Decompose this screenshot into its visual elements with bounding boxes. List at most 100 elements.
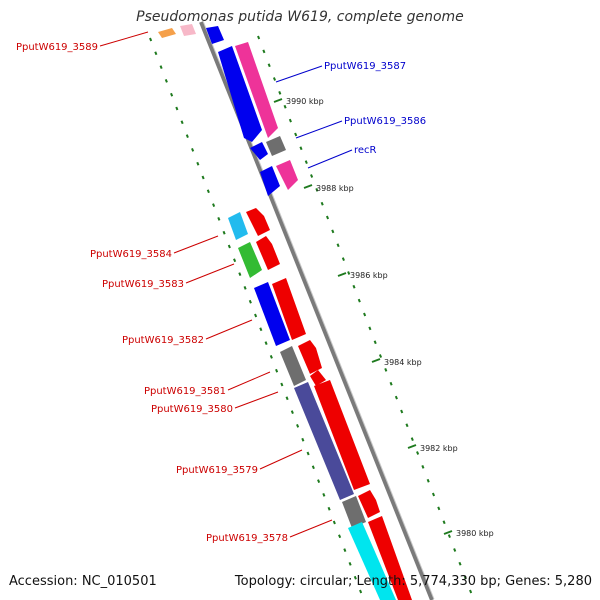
gc-dot-outer [469, 589, 473, 594]
gc-dot-inner [264, 341, 268, 345]
scale-tick-3984: 3984 kbp [384, 358, 422, 367]
gc-dot-outer [442, 520, 446, 525]
blue-gene-3586[interactable] [250, 142, 268, 160]
gc-dot-outer [294, 132, 298, 137]
gc-dot-inner [196, 161, 200, 166]
gene-label-3581[interactable]: PputW619_3581 [144, 386, 226, 397]
ruler-tick-mark [371, 358, 381, 363]
leader-3587 [275, 65, 323, 83]
gc-dot-inner [175, 106, 179, 111]
gc-dot-inner [269, 355, 273, 359]
gc-dot-outer [304, 160, 308, 165]
gene-label-3584[interactable]: PputW619_3584 [90, 249, 172, 260]
scale-tick-3982: 3982 kbp [420, 444, 458, 453]
gc-dot-inner [191, 148, 195, 152]
red-gene-3580[interactable] [310, 370, 326, 386]
gray-gene-3581[interactable] [280, 346, 306, 386]
slate-gene-3579[interactable] [294, 382, 354, 500]
pink-feature-top[interactable] [180, 24, 196, 36]
gc-dot-outer [431, 492, 436, 497]
gc-dot-inner [170, 92, 174, 97]
gc-dot-outer [416, 451, 420, 455]
gc-dot-outer [421, 464, 425, 469]
gc-dot-outer [283, 104, 287, 109]
gc-dot-inner [159, 65, 163, 69]
leader-3589 [99, 31, 149, 47]
pink-gene-recR[interactable] [276, 160, 298, 190]
scale-tick-3988: 3988 kbp [316, 184, 354, 193]
gc-dot-outer [310, 174, 314, 178]
gc-dot-outer [458, 561, 462, 566]
gc-dot-outer [299, 146, 303, 151]
gc-dot-inner [217, 217, 221, 221]
blue-feature-top[interactable] [206, 26, 224, 44]
leader-3586 [295, 120, 343, 139]
ruler-tick-mark [273, 98, 283, 103]
gc-dot-outer [315, 187, 319, 192]
gc-dot-inner [280, 382, 284, 387]
gc-dot-inner [154, 51, 158, 56]
scale-tick-3990: 3990 kbp [286, 97, 324, 106]
gc-dot-outer [347, 271, 351, 275]
gray-gene-3578[interactable] [342, 496, 366, 528]
gc-dot-inner [243, 286, 247, 290]
gc-dot-outer [463, 575, 467, 580]
gene-label-3586[interactable]: PputW619_3586 [344, 116, 426, 127]
gc-dot-outer [389, 381, 393, 386]
red-gene-3579[interactable] [314, 380, 370, 490]
blue-gene-recR[interactable] [260, 166, 280, 196]
gc-dot-outer [262, 49, 266, 54]
gc-dot-outer [288, 118, 292, 123]
gray-gene-3586[interactable] [266, 136, 286, 156]
blue-gene-3587[interactable] [218, 46, 262, 142]
red-gene-3582[interactable] [272, 278, 306, 340]
gc-dot-inner [206, 189, 210, 194]
gc-dot-outer [357, 298, 361, 303]
gc-dot-inner [275, 368, 279, 373]
gc-dot-outer [437, 506, 441, 511]
gc-dot-inner [322, 493, 326, 497]
gc-dot-inner [164, 79, 168, 83]
cyan-gene-3584[interactable] [228, 212, 248, 240]
gene-label-3579[interactable]: PputW619_3579 [176, 465, 258, 476]
red-gene-3583[interactable] [256, 236, 280, 270]
blue-gene-3582[interactable] [254, 282, 290, 346]
gc-dot-outer [373, 340, 377, 345]
gene-label-3582[interactable]: PputW619_3582 [122, 335, 204, 346]
ruler-tick-mark [407, 444, 417, 449]
green-gene-3583[interactable] [238, 242, 262, 278]
gene-label-recR[interactable]: recR [354, 145, 377, 156]
scale-tick-3986: 3986 kbp [350, 271, 388, 280]
gene-label-3589[interactable]: PputW619_3589 [16, 42, 98, 53]
gc-dot-outer [378, 354, 383, 358]
gc-dot-outer [341, 257, 345, 261]
red-gene-3578[interactable] [358, 490, 380, 518]
gene-label-3583[interactable]: PputW619_3583 [102, 279, 184, 290]
gc-dot-inner [248, 299, 252, 304]
ruler-tick-mark [303, 184, 313, 189]
gc-dot-inner [338, 534, 342, 539]
gc-dot-inner [149, 37, 153, 42]
gc-dot-inner [332, 520, 336, 525]
gene-label-3587[interactable]: PputW619_3587 [324, 61, 406, 72]
leader-3582 [205, 319, 253, 340]
ruler-tick-mark [337, 272, 347, 277]
gene-label-3578[interactable]: PputW619_3578 [206, 533, 288, 544]
gc-dot-inner [227, 244, 231, 249]
red-gene-3581[interactable] [298, 340, 322, 374]
gc-dot-inner [301, 437, 305, 442]
gc-dot-outer [267, 63, 271, 68]
gc-dot-outer [447, 534, 451, 538]
red-gene-bottom[interactable] [368, 516, 412, 600]
leader-3578 [289, 519, 333, 538]
gene-label-3580[interactable]: PputW619_3580 [151, 404, 233, 415]
red-gene-3584[interactable] [246, 208, 270, 236]
orange-feature[interactable] [158, 28, 176, 38]
gc-dot-outer [400, 409, 404, 414]
cyan-gene-bottom[interactable] [348, 522, 396, 600]
gene-label-leaders [99, 31, 353, 538]
pink-gene-3587[interactable] [235, 42, 278, 138]
map-title: Pseudomonas putida W619, complete genome [136, 9, 464, 25]
scale-tick-3980: 3980 kbp [456, 529, 494, 538]
